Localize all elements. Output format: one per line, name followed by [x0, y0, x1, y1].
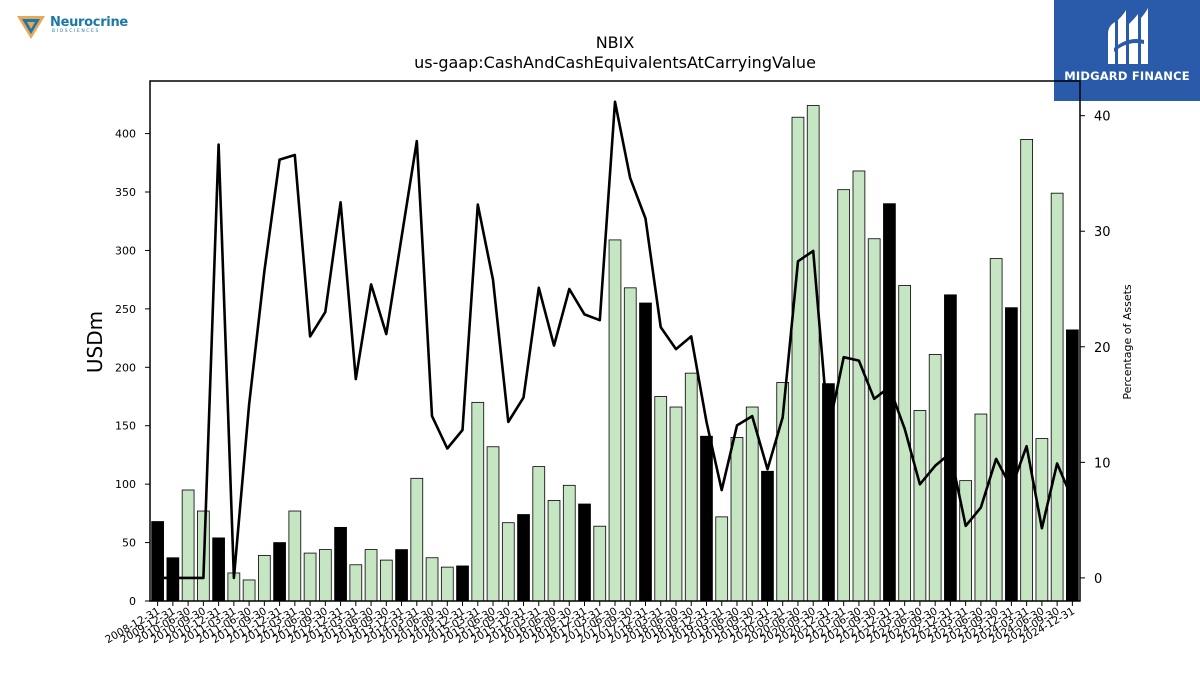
y-tick-label: 150 — [115, 420, 136, 433]
bar-2015-09-30 — [501, 522, 515, 602]
bar-2020-09-30 — [806, 105, 820, 602]
bar-2019-12-31 — [761, 470, 774, 602]
neurocrine-logo-subtitle: BIOSCIENCES — [52, 29, 100, 34]
bar-2017-06-30 — [608, 239, 622, 602]
bar-2021-03-31 — [837, 189, 851, 602]
y-tick-label: 100 — [115, 478, 136, 491]
bar-2017-09-30 — [623, 287, 637, 602]
plot-frame — [149, 80, 1081, 602]
y-tick-label: 0 — [129, 595, 136, 608]
percentage-line — [157, 100, 1074, 580]
bar-2023-03-31 — [959, 480, 973, 602]
bar-2012-06-30 — [303, 552, 317, 602]
bar-2013-12-31 — [395, 549, 408, 602]
bar-2011-06-30 — [242, 579, 256, 602]
bar-2023-09-30 — [989, 258, 1003, 602]
bar-2013-09-30 — [379, 559, 393, 602]
bar-2015-12-31 — [517, 514, 530, 602]
midgard-finance-logo-name: MIDGARD FINANCE — [1064, 69, 1190, 83]
bar-2019-06-30 — [730, 437, 744, 602]
bar-2020-06-30 — [791, 116, 805, 602]
bar-2013-06-30 — [364, 549, 378, 602]
bar-2014-06-30 — [425, 557, 439, 602]
bar-2016-09-30 — [562, 484, 576, 602]
neurocrine-logo: Neurocrine BIOSCIENCES — [16, 14, 146, 42]
bar-2011-09-30 — [257, 555, 271, 602]
y2-tick-label: 0 — [1094, 572, 1102, 587]
bar-2022-09-30 — [928, 354, 942, 602]
bar-2012-09-30 — [318, 549, 332, 602]
bar-2013-03-31 — [349, 564, 363, 602]
chart-title: NBIX — [596, 33, 635, 52]
y2-axis-ticks: 0 10 20 30 40 — [1080, 110, 1111, 587]
y-axis-ticks: 0 50 100 150 200 250 300 350 400 — [115, 128, 150, 608]
bar-2022-12-31 — [944, 294, 957, 602]
midgard-mark-icon — [1108, 8, 1148, 64]
bar-2021-06-30 — [852, 170, 866, 602]
bar-2022-06-30 — [913, 410, 927, 602]
bar-2018-12-31 — [700, 435, 713, 602]
bar-2008-12-31 — [151, 521, 164, 602]
bar-2016-03-31 — [532, 466, 546, 602]
bar-2010-06-30 — [181, 489, 195, 602]
y-axis-label: USDm — [83, 311, 107, 373]
bar-2018-03-31 — [654, 396, 668, 602]
bar-series — [151, 105, 1079, 602]
bar-2012-12-31 — [334, 526, 347, 602]
bar-2012-03-31 — [288, 510, 302, 602]
y-tick-label: 200 — [115, 361, 136, 374]
bar-2017-12-31 — [639, 302, 652, 602]
bar-2016-06-30 — [547, 500, 561, 602]
neurocrine-logo-name: Neurocrine — [50, 15, 128, 30]
bar-2024-09-30 — [1050, 192, 1064, 602]
bar-2016-12-31 — [578, 503, 591, 602]
y2-tick-label: 20 — [1094, 341, 1111, 356]
bar-2021-09-30 — [867, 238, 881, 602]
bar-2024-12-31 — [1066, 329, 1079, 602]
bar-2019-03-31 — [715, 516, 729, 602]
bar-2017-03-31 — [593, 525, 607, 602]
y-tick-label: 400 — [115, 128, 136, 141]
neurocrine-mark-icon — [17, 16, 45, 39]
y2-tick-label: 40 — [1094, 110, 1111, 125]
bar-2024-03-31 — [1020, 139, 1033, 602]
y-tick-label: 300 — [115, 244, 136, 257]
bar-2019-09-30 — [745, 406, 759, 602]
y2-tick-label: 30 — [1094, 225, 1111, 240]
midgard-finance-logo: MIDGARD FINANCE — [1054, 0, 1200, 101]
y-tick-label: 50 — [122, 537, 136, 550]
x-axis-ticks: 2008-12-312009-12-312010-06-302010-09-30… — [103, 601, 1077, 646]
y2-tick-label: 10 — [1094, 456, 1111, 471]
bar-2023-12-31 — [1005, 307, 1018, 602]
bar-2014-12-31 — [456, 565, 469, 602]
y2-axis-label: Percentage of Assets — [1121, 284, 1134, 400]
y-tick-label: 350 — [115, 186, 136, 199]
bar-2018-09-30 — [684, 372, 698, 602]
bar-2011-12-31 — [273, 542, 286, 602]
line-series — [157, 100, 1074, 580]
bar-2009-12-31 — [166, 557, 180, 602]
bar-2015-03-31 — [471, 401, 485, 602]
bar-2018-06-30 — [669, 406, 683, 602]
bar-2014-03-31 — [410, 477, 424, 602]
bar-2010-12-31 — [212, 537, 225, 602]
bar-2014-09-30 — [440, 566, 454, 602]
bar-2015-06-30 — [486, 446, 500, 602]
y-tick-label: 250 — [115, 303, 136, 316]
chart-subtitle: us-gaap:CashAndCashEquivalentsAtCarrying… — [414, 53, 816, 72]
bar-2024-06-30 — [1035, 438, 1049, 602]
